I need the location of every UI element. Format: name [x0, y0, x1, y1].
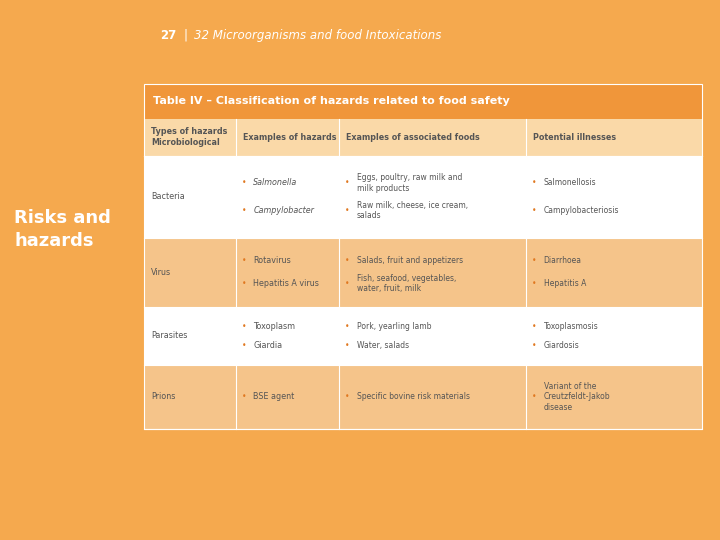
- Bar: [144, 84, 702, 429]
- Text: Campylobacter: Campylobacter: [253, 206, 314, 215]
- Text: Prions: Prions: [151, 393, 176, 401]
- Text: Salmonellosis: Salmonellosis: [544, 178, 596, 187]
- Text: Hepatitis A virus: Hepatitis A virus: [253, 279, 319, 288]
- Bar: [144, 365, 702, 429]
- Bar: [144, 238, 702, 307]
- Text: •: •: [242, 178, 246, 187]
- Text: BSE agent: BSE agent: [253, 393, 294, 401]
- Text: Salads, fruit and appetizers: Salads, fruit and appetizers: [356, 256, 463, 265]
- Text: Types of hazards
Microbiological: Types of hazards Microbiological: [151, 127, 228, 147]
- Text: •: •: [532, 341, 536, 350]
- Text: Toxoplasm: Toxoplasm: [253, 322, 295, 330]
- Text: •: •: [242, 341, 246, 350]
- Text: Hepatitis A: Hepatitis A: [544, 279, 586, 288]
- Text: Examples of hazards: Examples of hazards: [243, 133, 337, 141]
- Bar: [144, 119, 702, 156]
- Text: •: •: [345, 206, 350, 215]
- Text: 27: 27: [160, 29, 176, 42]
- Text: Rotavirus: Rotavirus: [253, 256, 291, 265]
- Text: Salmonella: Salmonella: [253, 178, 297, 187]
- Text: Risks and
hazards: Risks and hazards: [14, 208, 112, 251]
- Bar: [144, 156, 702, 238]
- Text: Campylobacteriosis: Campylobacteriosis: [544, 206, 619, 215]
- Text: •: •: [345, 322, 350, 330]
- Text: •: •: [532, 178, 536, 187]
- Bar: [144, 307, 702, 365]
- Text: •: •: [242, 322, 246, 330]
- Bar: [144, 84, 702, 119]
- Text: •: •: [242, 393, 246, 401]
- Text: Raw milk, cheese, ice cream,
salads: Raw milk, cheese, ice cream, salads: [356, 200, 468, 220]
- Text: •: •: [242, 256, 246, 265]
- Text: Table IV – Classification of hazards related to food safety: Table IV – Classification of hazards rel…: [153, 96, 509, 106]
- Text: •: •: [242, 279, 246, 288]
- Text: Giardosis: Giardosis: [544, 341, 580, 350]
- Text: Specific bovine risk materials: Specific bovine risk materials: [356, 393, 469, 401]
- Text: Toxoplasmosis: Toxoplasmosis: [544, 322, 598, 330]
- Text: Potential illnesses: Potential illnesses: [534, 133, 616, 141]
- Text: Giardia: Giardia: [253, 341, 282, 350]
- Text: •: •: [532, 256, 536, 265]
- Text: •: •: [345, 256, 350, 265]
- Text: •: •: [345, 341, 350, 350]
- Text: Variant of the
Creutzfeldt-Jakob
disease: Variant of the Creutzfeldt-Jakob disease: [544, 382, 610, 412]
- Text: •: •: [345, 279, 350, 288]
- Text: •: •: [532, 279, 536, 288]
- Text: Diarrhoea: Diarrhoea: [544, 256, 582, 265]
- Text: •: •: [242, 206, 246, 215]
- Text: Virus: Virus: [151, 268, 171, 276]
- Text: Pork, yearling lamb: Pork, yearling lamb: [356, 322, 431, 330]
- Text: Bacteria: Bacteria: [151, 192, 185, 201]
- Text: •: •: [532, 393, 536, 401]
- Text: Eggs, poultry, raw milk and
milk products: Eggs, poultry, raw milk and milk product…: [356, 173, 462, 193]
- Text: 32 Microorganisms and food Intoxications: 32 Microorganisms and food Intoxications: [194, 29, 442, 42]
- Text: Parasites: Parasites: [151, 332, 188, 340]
- Text: •: •: [532, 206, 536, 215]
- Text: •: •: [345, 393, 350, 401]
- Text: •: •: [532, 322, 536, 330]
- Text: Fish, seafood, vegetables,
water, fruit, milk: Fish, seafood, vegetables, water, fruit,…: [356, 274, 456, 293]
- Text: •: •: [345, 178, 350, 187]
- Text: Water, salads: Water, salads: [356, 341, 409, 350]
- Text: |: |: [183, 29, 187, 42]
- Text: Examples of associated foods: Examples of associated foods: [346, 133, 480, 141]
